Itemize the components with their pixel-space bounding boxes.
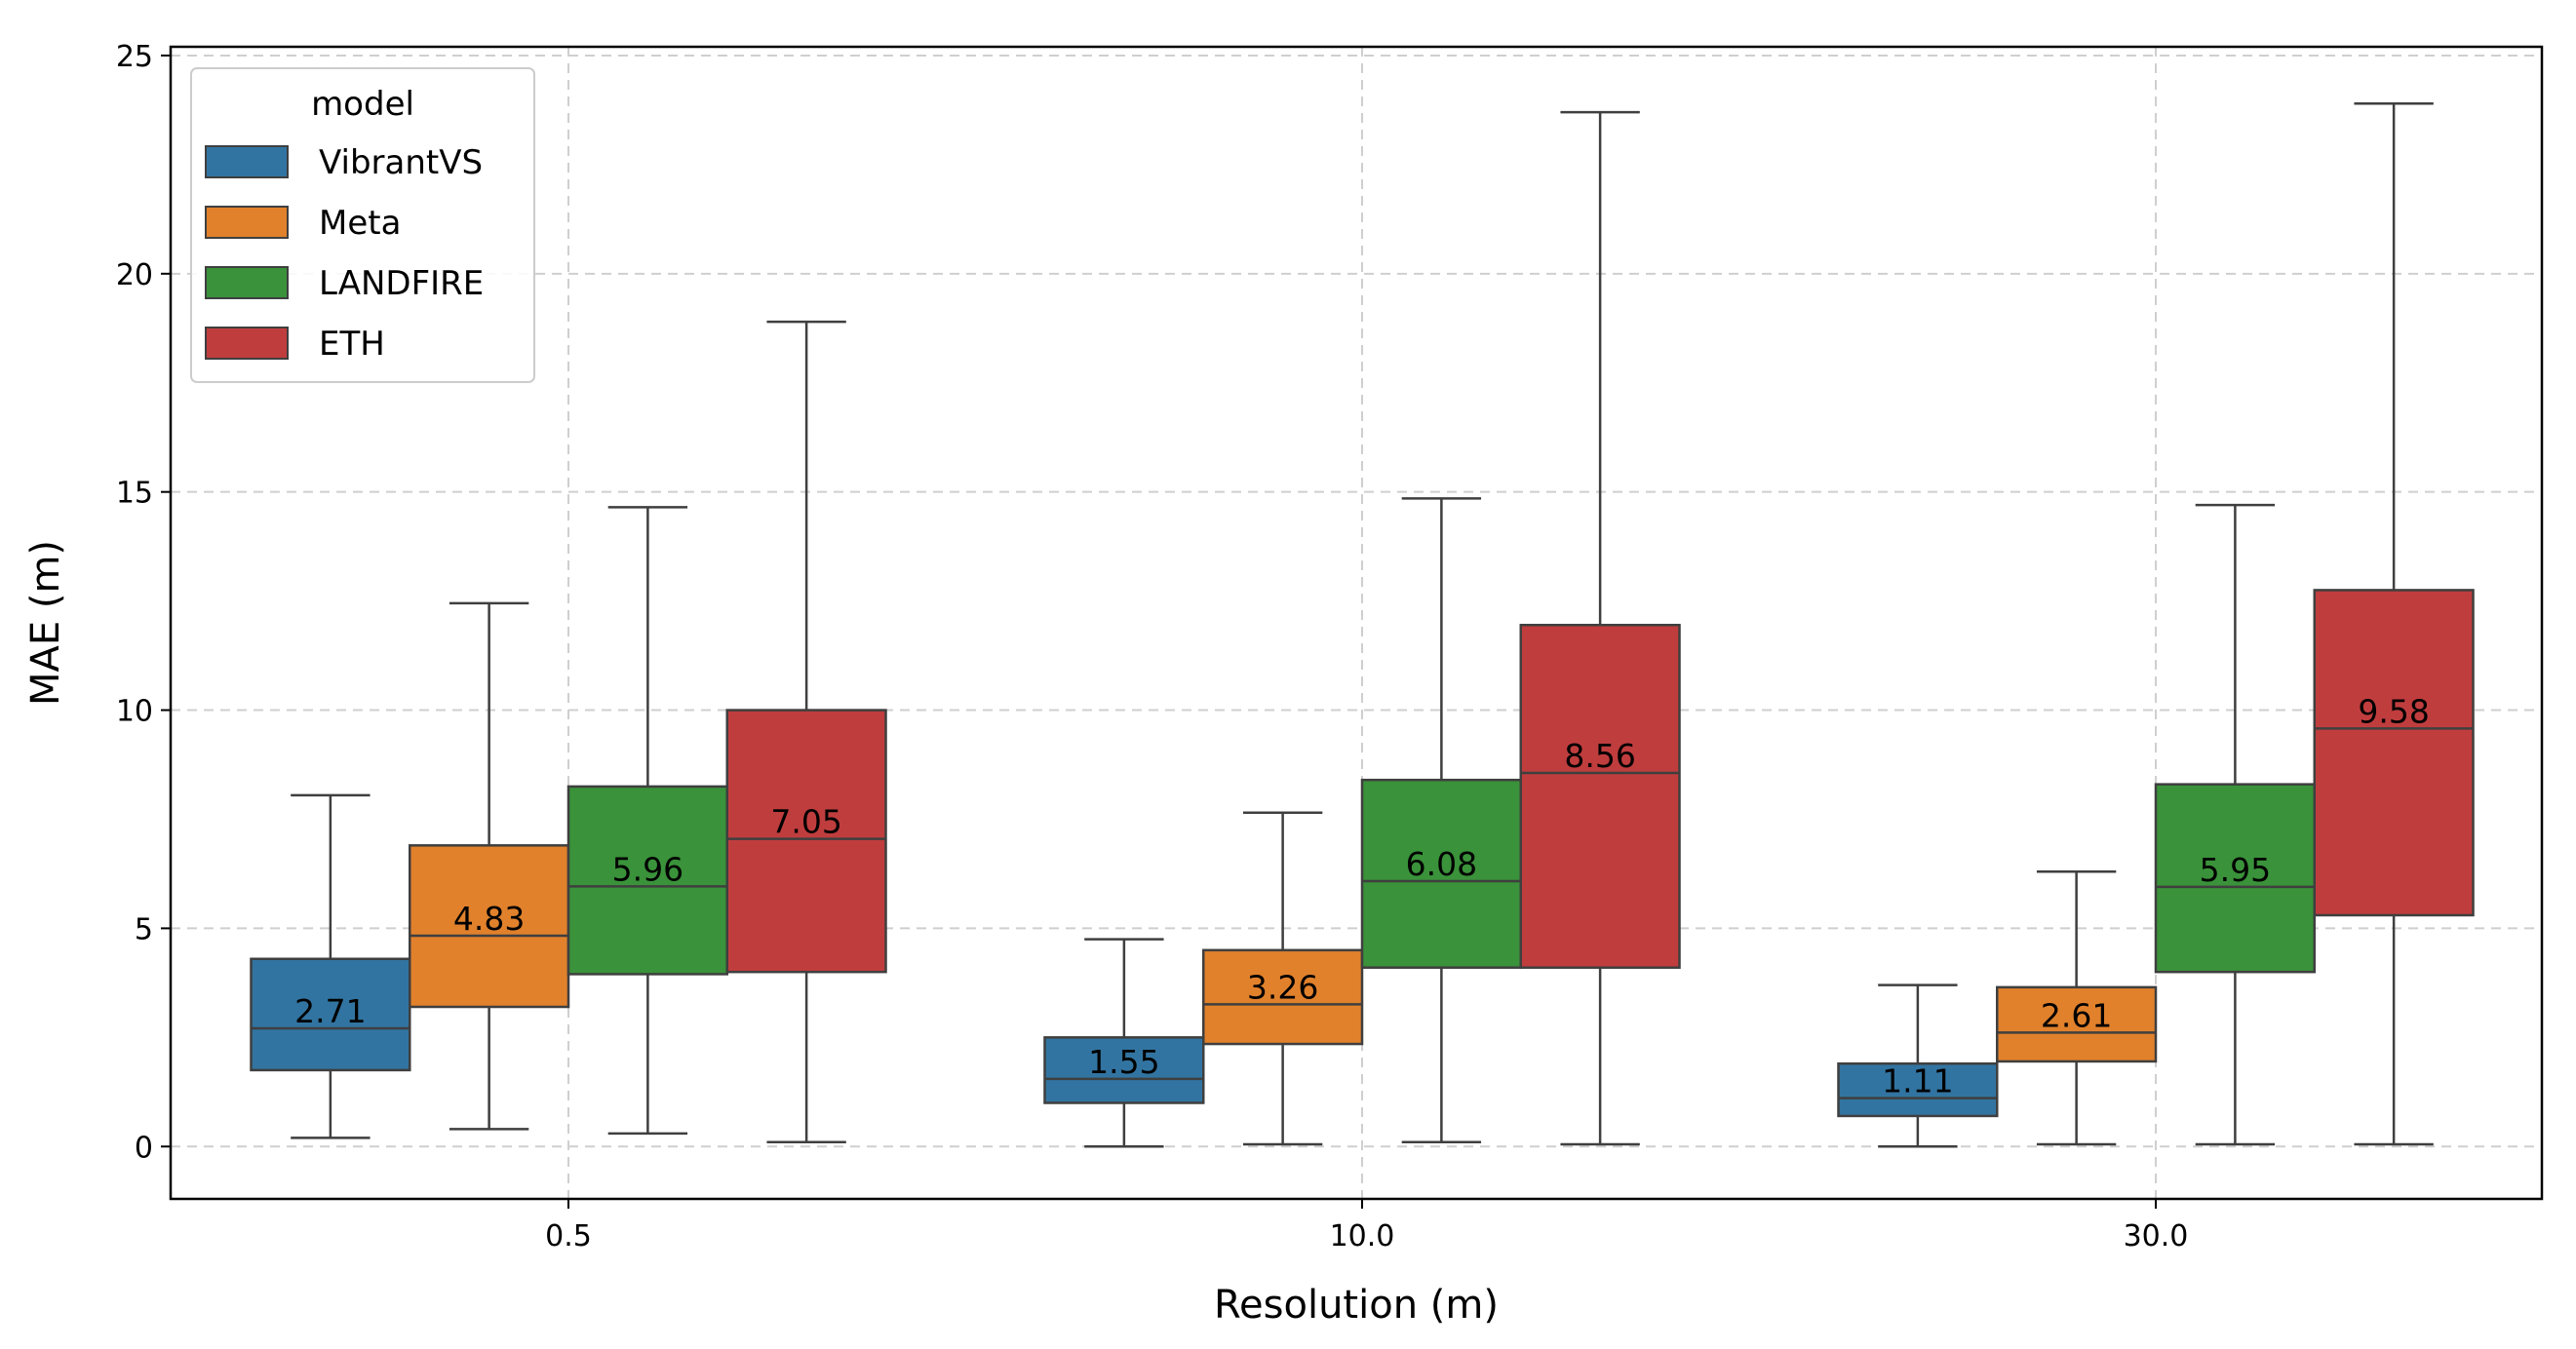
grid (171, 47, 2542, 1199)
box-meta (409, 844, 570, 1009)
median-label: 6.08 (1406, 845, 1477, 883)
x-tick-label: 0.5 (545, 1219, 592, 1253)
y-tick-label: 5 (135, 912, 153, 946)
median-label: 1.11 (1882, 1062, 1953, 1100)
box-eth (1519, 623, 1681, 969)
median-label: 5.96 (612, 850, 683, 888)
x-tick-label: 30.0 (2124, 1219, 2189, 1253)
box-meta (1996, 985, 2158, 1063)
legend-swatch-vibrantvs (205, 145, 289, 178)
box-landfire (2154, 783, 2316, 974)
legend-entry-meta: Meta (319, 204, 401, 243)
x-axis-title: Resolution (m) (1214, 1283, 1499, 1328)
median-label: 2.71 (294, 992, 366, 1030)
median-label: 5.95 (2200, 851, 2271, 889)
y-tick-label: 15 (116, 477, 153, 511)
legend-swatch-eth (205, 327, 289, 360)
legend: model VibrantVS Meta LANDFIRE ETH (190, 67, 535, 383)
y-tick-label: 20 (116, 258, 153, 292)
box-vibrantvs (250, 957, 411, 1072)
y-tick-label: 25 (116, 40, 153, 74)
x-tick-label: 10.0 (1330, 1219, 1395, 1253)
median-label: 8.56 (1564, 737, 1635, 775)
median-label: 9.58 (2358, 692, 2429, 730)
y-tick-label: 0 (135, 1131, 153, 1165)
box-landfire (1360, 778, 1522, 969)
median-label: 1.55 (1088, 1043, 1159, 1081)
axes: 0 5 10 15 20 25 0.5 10.0 30.0 (116, 40, 2189, 1253)
y-tick-label: 10 (116, 695, 153, 729)
median-label: 7.05 (770, 803, 841, 841)
box-eth (2313, 589, 2475, 917)
legend-title: model (311, 85, 414, 124)
plot-frame (169, 45, 2544, 1201)
legend-swatch-landfire (205, 266, 289, 299)
box-vibrantvs (1837, 1061, 1999, 1118)
box-landfire (566, 785, 728, 976)
box-eth (725, 709, 887, 974)
legend-entry-landfire: LANDFIRE (319, 264, 484, 303)
legend-entry-eth: ETH (319, 325, 385, 364)
box-vibrantvs (1043, 1036, 1205, 1104)
box-series: 2.71 1.55 1.11 4.83 3.26 2.61 5.96 6.08 5.95 7.05… (250, 101, 2475, 1148)
legend-entry-vibrantvs: VibrantVS (319, 143, 483, 182)
legend-swatch-meta (205, 206, 289, 239)
median-label: 4.83 (453, 900, 525, 938)
y-axis-title: MAE (m) (23, 540, 68, 706)
median-label: 3.26 (1247, 968, 1318, 1006)
median-label: 2.61 (2041, 996, 2112, 1034)
box-meta (1202, 948, 1364, 1046)
